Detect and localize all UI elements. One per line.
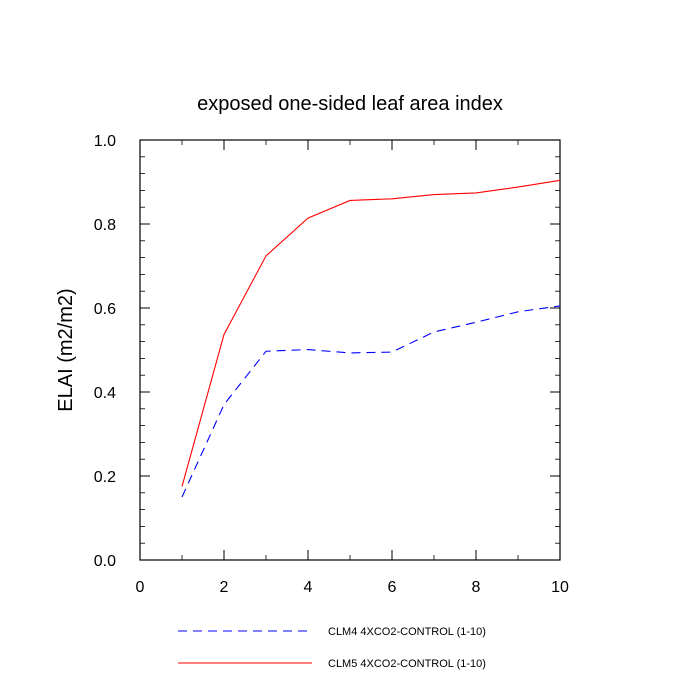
legend-label-2: CLM5 4XCO2-CONTROL (1-10) [328,658,486,670]
series-1-point [307,349,308,350]
series-1-point [349,352,350,353]
chart-title: exposed one-sided leaf area index [197,93,503,115]
series-2-point [307,218,308,219]
x-tick-label: 6 [388,579,397,596]
x-tick-label: 10 [551,579,569,596]
series-1-point [517,311,518,312]
series-1-point [475,322,476,323]
series-2-point [265,255,266,256]
series-2-point [517,186,518,187]
series-1-point [181,496,182,497]
y-tick-label: 0.2 [94,469,116,486]
x-tick-label: 0 [136,579,145,596]
x-tick-label: 8 [472,579,481,596]
series-2-point [223,334,224,335]
y-tick-label: 0.4 [94,385,116,402]
y-axis-label: ELAI (m2/m2) [55,288,77,411]
series-2-point [181,486,182,487]
plot-frame [139,139,561,561]
y-tick-label: 0.0 [94,553,116,570]
series-2-point [433,194,434,195]
y-tick-label: 1.0 [94,133,116,150]
data-series [181,179,561,498]
series-1-point [559,305,560,306]
x-tick-label: 4 [304,579,313,596]
series-2-point [391,198,392,199]
series-2-point [559,180,560,181]
series-1-point [223,404,224,405]
legend-label-1: CLM4 4XCO2-CONTROL (1-10) [328,626,486,638]
axes: 0 2 4 6 8 10 0.0 0.2 0.4 0.6 0.8 1.0 [94,133,569,596]
series-2-point [349,200,350,201]
series-1-point [391,352,392,353]
series-line-2 [181,179,561,487]
series-2-point [475,192,476,193]
series-line-1 [181,305,561,498]
y-tick-label: 0.6 [94,301,116,318]
series-1-point [433,331,434,332]
y-tick-label: 0.8 [94,217,116,234]
series-1-point [265,351,266,352]
x-tick-label: 2 [220,579,229,596]
legend: CLM4 4XCO2-CONTROL (1-10) CLM5 4XCO2-CONT… [178,626,486,670]
